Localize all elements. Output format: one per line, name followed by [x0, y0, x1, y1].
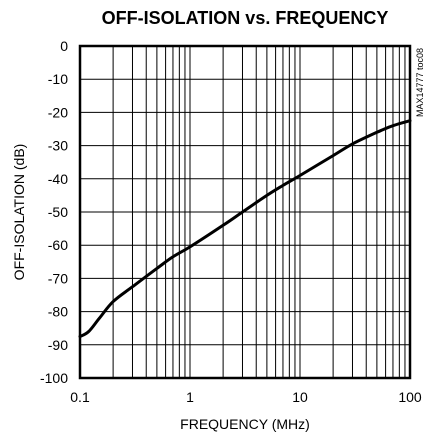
y-tick-label: 0	[60, 38, 68, 54]
y-tick-label: -90	[48, 337, 68, 353]
y-tick-label: -20	[48, 104, 68, 120]
tick-labels: 0.1 1 10 100 0 -10 -20 -30 -40 -50 -60 -70 -80 -90 -10…	[40, 38, 422, 405]
y-tick-label: -80	[48, 304, 68, 320]
y-tick-label: -70	[48, 270, 68, 286]
y-tick-label: -40	[48, 171, 68, 187]
chart-title: OFF-ISOLATION vs. FREQUENCY	[102, 8, 389, 28]
x-tick-label: 100	[398, 389, 422, 405]
y-tick-label: -10	[48, 71, 68, 87]
x-tick-label: 10	[292, 389, 308, 405]
x-tick-label: 1	[186, 389, 194, 405]
x-tick-label: 0.1	[70, 389, 90, 405]
y-tick-label: -50	[48, 204, 68, 220]
chart-id-annotation: MAX14777 toc08	[415, 48, 425, 117]
y-axis-label: OFF-ISOLATION (dB)	[11, 144, 27, 281]
x-axis-label: FREQUENCY (MHz)	[180, 416, 310, 432]
off-isolation-curve	[78, 119, 412, 338]
y-tick-label: -60	[48, 237, 68, 253]
plot-frame	[78, 44, 412, 380]
y-tick-label: -30	[48, 138, 68, 154]
y-tick-label: -100	[40, 370, 68, 386]
